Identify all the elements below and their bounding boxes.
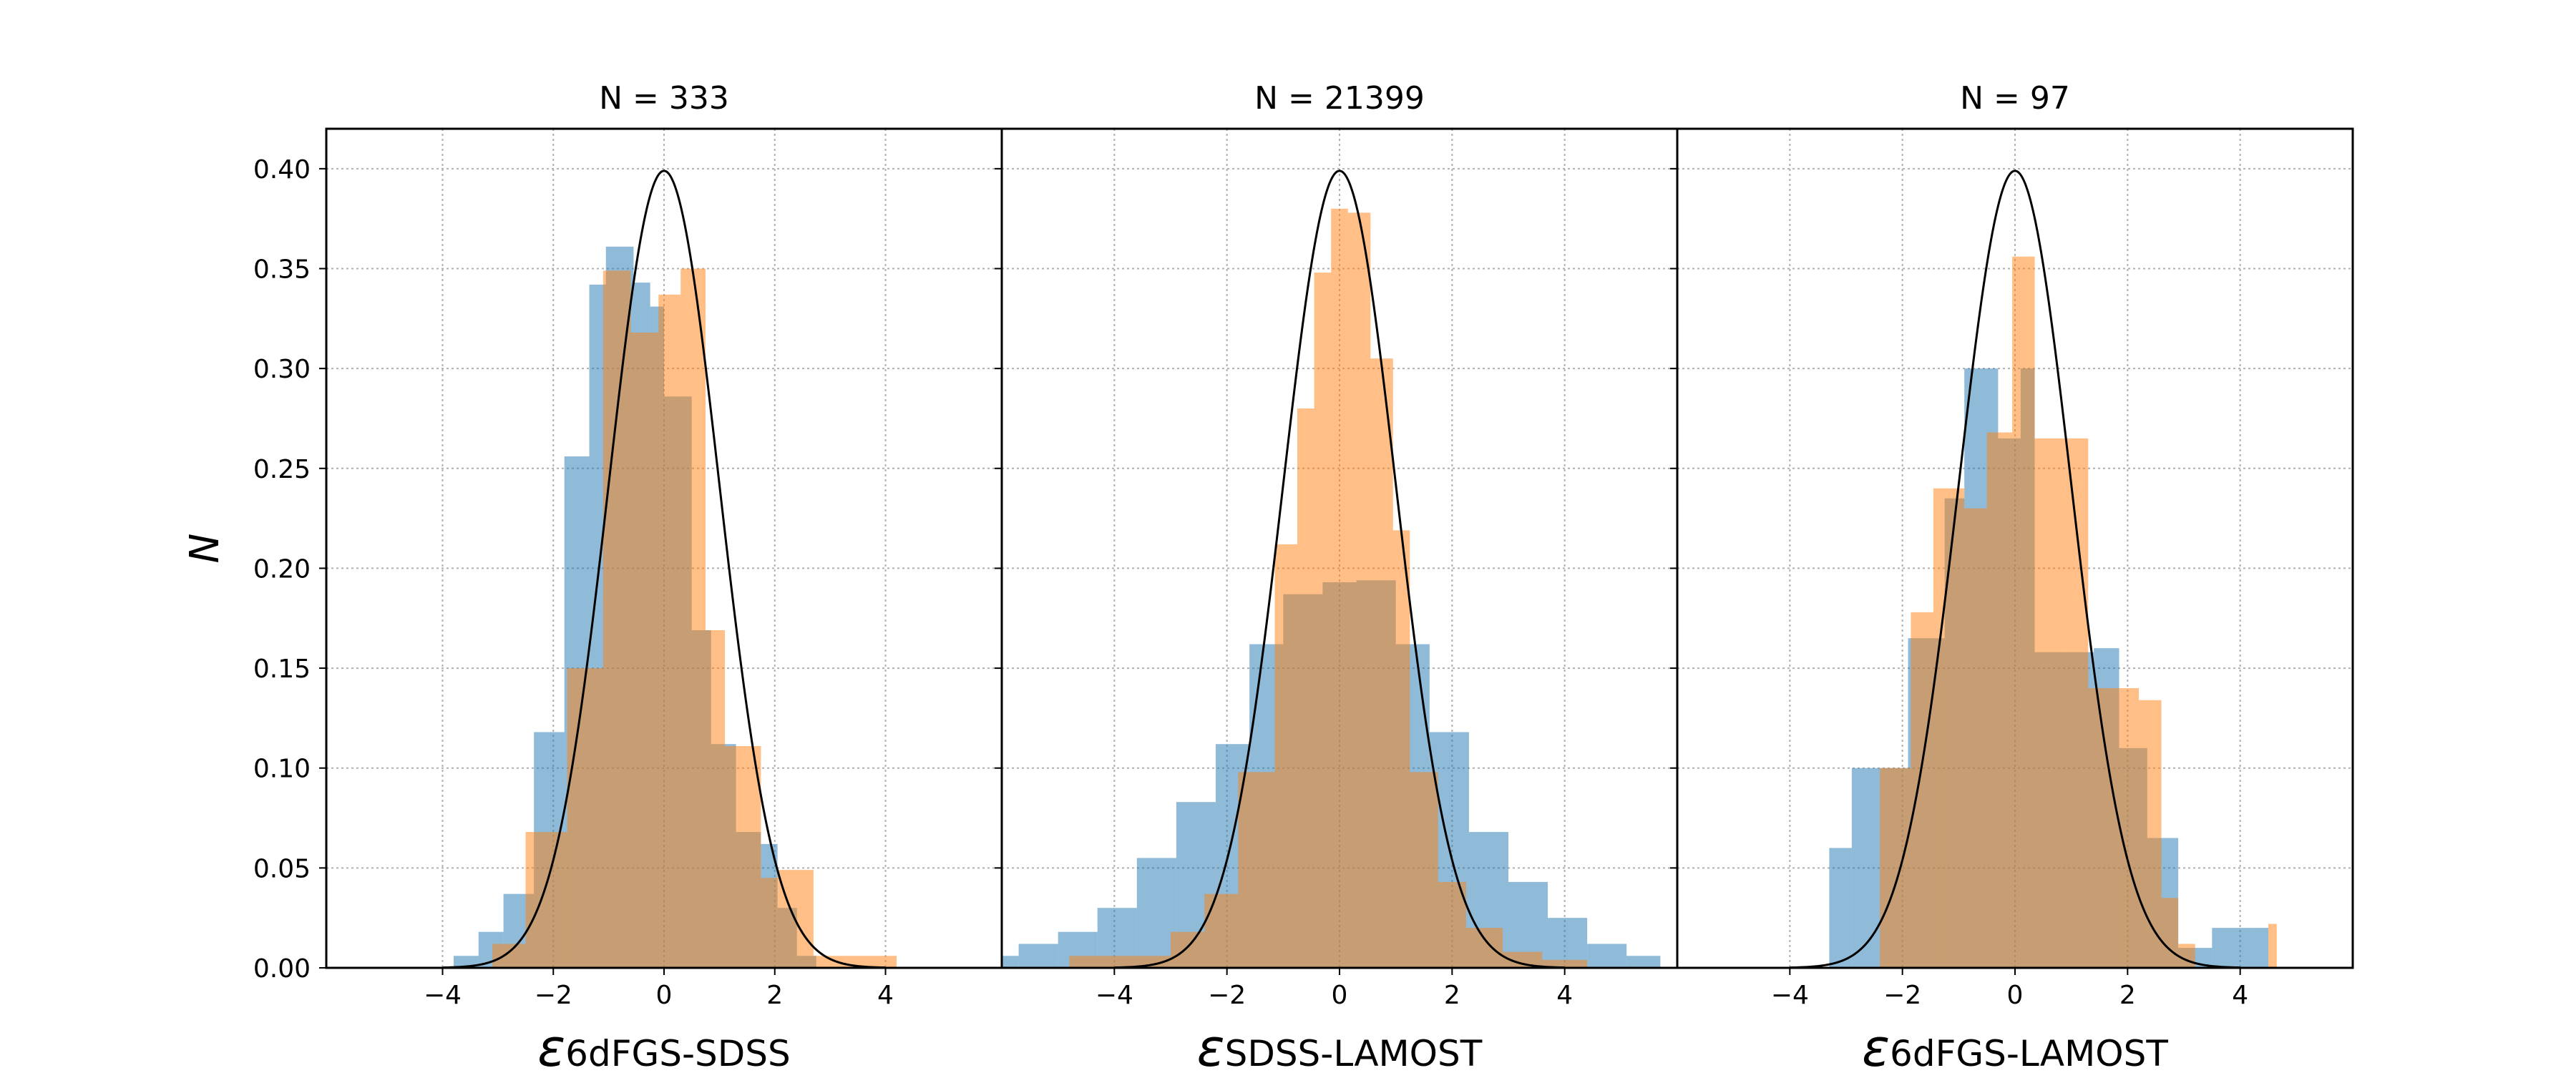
histogram-bar-orange	[630, 332, 659, 968]
histogram-bar-orange	[1911, 612, 1933, 968]
x-tick-label: −4	[424, 981, 462, 1010]
histogram-bar-blue	[1626, 956, 1661, 968]
histogram-bar-orange	[2161, 898, 2179, 968]
histogram-bar-orange	[525, 832, 567, 968]
histogram-bar-orange	[813, 956, 847, 968]
panel-title: N = 21399	[1254, 80, 1425, 117]
histogram-bar-orange	[1171, 931, 1205, 968]
x-tick-label: 2	[766, 981, 783, 1010]
x-tick-label: 2	[1444, 981, 1460, 1010]
histogram-bar-orange	[1370, 358, 1393, 968]
histogram-bar-orange	[2012, 256, 2035, 968]
histogram-bar-orange	[1204, 893, 1239, 968]
y-tick-label: 0.25	[253, 455, 311, 484]
x-axis-label-main: ε	[1197, 1018, 1225, 1073]
x-axis-label: ε6dFGS-LAMOST	[1862, 1018, 2168, 1073]
histogram-bar-orange	[2088, 688, 2140, 968]
x-tick-label: −2	[1208, 981, 1246, 1010]
x-tick-label: 4	[2232, 981, 2248, 1010]
histogram-bar-orange	[2034, 438, 2066, 968]
x-tick-label: −4	[1096, 981, 1133, 1010]
histogram-bar-orange	[1542, 959, 1588, 968]
histogram-bar-orange	[492, 944, 526, 968]
bars-group	[1790, 170, 2277, 968]
histogram-bar-orange	[1238, 772, 1275, 968]
histogram-bar-blue	[1136, 858, 1176, 968]
histogram-bar-orange	[706, 630, 726, 968]
histogram-bar-orange	[2268, 923, 2277, 968]
histogram-bar-orange	[2178, 944, 2195, 968]
histogram-bar-orange	[761, 878, 778, 968]
histogram-bar-blue	[2212, 928, 2252, 968]
x-axis-label-sub: SDSS-LAMOST	[1225, 1033, 1483, 1073]
histogram-bar-orange	[1120, 956, 1171, 968]
histogram-bar-orange	[1986, 432, 2013, 968]
histogram-bar-orange	[1410, 772, 1438, 968]
y-axis-label: N	[182, 534, 228, 564]
x-tick-label: −4	[1771, 981, 1809, 1010]
histogram-bar-orange	[1314, 273, 1332, 968]
histogram-bar-blue	[1587, 944, 1627, 968]
y-tick-label: 0.10	[253, 755, 311, 784]
x-axis-label: ε6dFGS-SDSS	[537, 1018, 790, 1073]
panel-2: −4 −2 0 2 4 N = 21399 εSDSS-LAMOST	[995, 80, 1679, 1073]
histogram-bar-blue	[2251, 928, 2268, 968]
x-tick-label: −2	[1883, 981, 1921, 1010]
x-tick-label: −2	[535, 981, 572, 1010]
histogram-bar-orange	[725, 745, 761, 968]
y-tick-label: 0.40	[253, 155, 311, 185]
histogram-bar-orange	[1466, 928, 1503, 968]
histogram-bar-orange	[1503, 951, 1543, 968]
histogram-bar-orange	[567, 668, 603, 968]
x-tick-label: 4	[877, 981, 894, 1010]
y-tick-label: 0.30	[253, 355, 311, 384]
y-tick-label: 0.05	[253, 854, 311, 883]
x-tick-label: 0	[656, 981, 673, 1010]
x-tick-label: 4	[1556, 981, 1573, 1010]
bars-group	[442, 170, 897, 968]
y-tick-label: 0.15	[253, 655, 311, 684]
panel-1: −4 −2 0 2 4 0.00 0.05 0.10 0.15 0.20 0.25 0.30 0.35 0…	[182, 80, 1003, 1073]
x-tick-label: 0	[2007, 981, 2024, 1010]
histogram-bar-blue	[1002, 956, 1019, 968]
histogram-bar-blue	[1018, 944, 1058, 968]
x-axis-label-sub: 6dFGS-SDSS	[565, 1033, 791, 1073]
x-axis-label-sub: 6dFGS-LAMOST	[1890, 1033, 2168, 1073]
histogram-bar-orange	[1964, 508, 1987, 968]
histogram-bar-blue	[1829, 848, 1852, 968]
x-tick-label: 2	[2119, 981, 2136, 1010]
histogram-bar-orange	[1297, 408, 1314, 968]
x-axis-label-main: ε	[1862, 1018, 1890, 1073]
histogram-bar-orange	[2139, 700, 2162, 968]
gaussian-curve	[1114, 170, 1565, 968]
y-tick-label: 0.35	[253, 255, 311, 285]
x-axis-label: εSDSS-LAMOST	[1197, 1018, 1483, 1073]
x-axis-label-main: ε	[537, 1018, 565, 1073]
histogram-bar-orange	[1392, 530, 1410, 968]
histogram-bar-orange	[602, 270, 631, 968]
histogram-bar-blue	[1548, 918, 1588, 968]
histogram-bar-orange	[1069, 956, 1121, 968]
y-tick-label: 0.00	[253, 954, 311, 984]
histogram-bar-orange	[1331, 208, 1348, 968]
histogram-bar-orange	[1880, 768, 1911, 968]
panel-title: N = 97	[1960, 80, 2070, 117]
histogram-bar-orange	[1347, 212, 1371, 968]
histogram-bar-orange	[658, 294, 681, 968]
gaussian-curve	[442, 170, 886, 968]
panel-3: −4 −2 0 2 4 N = 97 ε6dFGS-LAMOST	[1670, 80, 2354, 1073]
bars-group	[1002, 170, 1661, 968]
histogram-bar-orange	[1274, 544, 1297, 968]
x-tick-label: 0	[1332, 981, 1348, 1010]
histogram-bar-orange	[1438, 881, 1466, 968]
gaussian-curve	[1790, 170, 2240, 968]
histogram-bar-orange	[680, 268, 706, 968]
histogram-bar-orange	[2065, 438, 2089, 968]
histogram-bar-orange	[847, 956, 897, 968]
panel-title: N = 333	[599, 80, 729, 117]
y-tick-label: 0.20	[253, 554, 311, 584]
